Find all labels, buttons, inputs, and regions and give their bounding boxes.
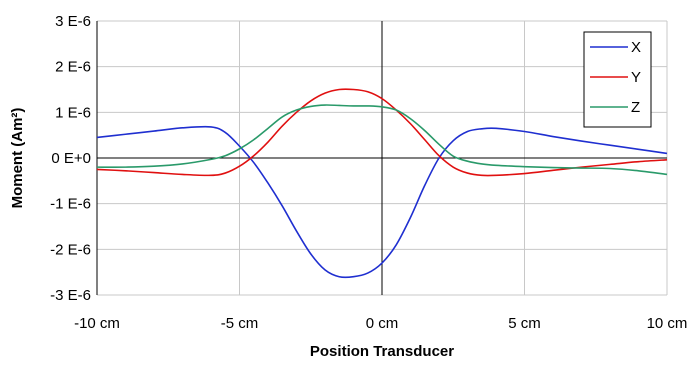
y-tick-label: -3 E-6 — [50, 287, 91, 304]
legend-label-z: Z — [631, 99, 640, 116]
x-tick-label: -10 cm — [74, 315, 120, 332]
x-axis-title: Position Transducer — [310, 343, 454, 360]
legend-box — [583, 31, 652, 128]
y-tick-label: 2 E-6 — [55, 59, 91, 76]
y-tick-label: 0 E+0 — [51, 150, 91, 167]
y-axis-title: Moment (Am²) — [9, 108, 26, 209]
y-tick-label: 1 E-6 — [55, 104, 91, 121]
legend-label-x: X — [631, 39, 641, 56]
series-line-y — [96, 88, 668, 177]
x-tick-label: 0 cm — [366, 315, 399, 332]
legend: XYZ — [583, 31, 652, 128]
x-tick-label: 10 cm — [647, 315, 688, 332]
x-tick-label: -5 cm — [221, 315, 259, 332]
y-tick-label: -1 E-6 — [50, 196, 91, 213]
tick-labels: 3 E-6 2 E-6 1 E-6 0 E+0 -1 E-6 -2 E-6 -3 E-6 -1… — [50, 13, 687, 332]
series-lines — [96, 88, 668, 279]
x-tick-label: 5 cm — [508, 315, 541, 332]
axes — [96, 21, 667, 295]
legend-label-y: Y — [631, 69, 641, 86]
series-line-x — [96, 125, 668, 279]
y-tick-label: 3 E-6 — [55, 13, 91, 30]
y-tick-label: -2 E-6 — [50, 241, 91, 258]
series-line-z — [96, 104, 668, 176]
